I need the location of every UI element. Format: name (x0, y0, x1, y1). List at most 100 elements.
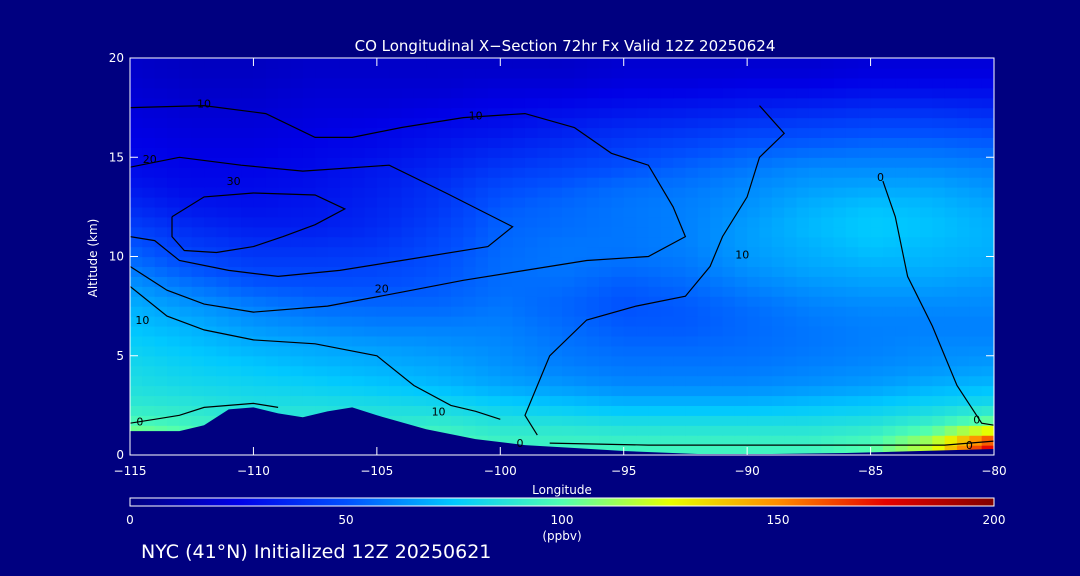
heatmap-cell (574, 385, 588, 397)
heatmap-cell (438, 385, 452, 397)
heatmap-cell (710, 325, 724, 337)
heatmap-cell (426, 216, 440, 228)
heatmap-cell (487, 77, 501, 89)
heatmap-cell (710, 97, 724, 109)
heatmap-cell (796, 226, 810, 238)
heatmap-cell (759, 355, 773, 367)
heatmap-cell (426, 286, 440, 297)
heatmap-cell (216, 127, 230, 138)
heatmap-cell (673, 415, 687, 426)
heatmap-cell (549, 296, 563, 307)
heatmap-cell (586, 385, 600, 397)
heatmap-cell (944, 316, 958, 327)
heatmap-cell (636, 296, 649, 307)
heatmap-cell (438, 206, 452, 218)
heatmap-cell (130, 345, 143, 357)
heatmap-cell (228, 286, 242, 297)
heatmap-cell (167, 167, 180, 178)
heatmap-cell (413, 58, 427, 69)
heatmap-cell (265, 187, 279, 198)
heatmap-cell (969, 67, 983, 79)
heatmap-cell (241, 196, 255, 208)
heatmap-cell (710, 236, 724, 248)
heatmap-cell (870, 127, 884, 138)
heatmap-cell (907, 375, 921, 387)
heatmap-cell (438, 375, 452, 387)
heatmap-cell (524, 196, 538, 208)
heatmap-cell (660, 67, 674, 79)
heatmap-cell (302, 206, 316, 218)
heatmap-cell (611, 256, 625, 268)
heatmap-cell (907, 325, 921, 337)
heatmap-cell (845, 246, 859, 258)
heatmap-cell (821, 365, 835, 377)
heatmap-cell (895, 306, 909, 317)
heatmap-cell (228, 167, 242, 178)
heatmap-cell (278, 365, 292, 377)
heatmap-cell (969, 276, 983, 287)
heatmap-cell (302, 97, 316, 109)
heatmap-cell (487, 345, 501, 357)
heatmap-cell (895, 425, 909, 436)
heatmap-cell (537, 405, 551, 416)
heatmap-cell (599, 345, 612, 357)
terrain-shape (130, 407, 994, 455)
heatmap-cell (524, 316, 538, 327)
heatmap-cell (241, 87, 255, 99)
heatmap-cell (265, 58, 279, 69)
heatmap-cell (870, 236, 884, 248)
heatmap-cell (722, 385, 736, 397)
heatmap-cell (821, 216, 835, 228)
heatmap-cell (364, 335, 378, 347)
heatmap-cell (611, 296, 625, 307)
heatmap-cell (241, 216, 255, 228)
heatmap-cell (278, 87, 292, 99)
heatmap-cell (722, 345, 736, 357)
heatmap-cell (710, 266, 724, 277)
heatmap-cell (500, 177, 514, 188)
heatmap-cell (179, 87, 193, 99)
heatmap-cell (956, 226, 970, 238)
heatmap-cell (907, 226, 921, 238)
heatmap-cell (882, 266, 896, 277)
heatmap-cell (142, 385, 156, 397)
heatmap-cell (179, 375, 193, 387)
heatmap-cell (673, 177, 687, 188)
heatmap-cell (697, 236, 711, 248)
heatmap-cell (858, 216, 872, 228)
heatmap-cell (500, 87, 514, 99)
heatmap-cell (463, 167, 477, 178)
heatmap-cell (302, 87, 316, 99)
heatmap-cell (969, 206, 983, 218)
heatmap-cell (364, 87, 378, 99)
heatmap-cell (919, 425, 933, 436)
heatmap-cell (759, 316, 773, 327)
heatmap-cell (475, 226, 489, 238)
heatmap-cell (660, 226, 674, 238)
heatmap-cell (241, 97, 255, 109)
heatmap-cell (315, 296, 329, 307)
heatmap-cell (376, 385, 390, 397)
heatmap-cell (376, 97, 390, 109)
heatmap-cell (204, 276, 217, 287)
heatmap-cell (759, 445, 773, 455)
heatmap-cell (389, 67, 403, 79)
heatmap-cell (759, 236, 773, 248)
heatmap-cell (154, 335, 168, 347)
heatmap-cell (389, 325, 403, 337)
heatmap-cell (932, 196, 946, 208)
heatmap-cell (562, 415, 575, 426)
heatmap-cell (562, 97, 575, 109)
heatmap-cell (734, 58, 748, 69)
heatmap-cell (401, 405, 415, 416)
heatmap-cell (463, 157, 477, 168)
heatmap-cell (858, 266, 872, 277)
heatmap-cell (450, 325, 464, 337)
heatmap-cell (278, 226, 292, 238)
heatmap-cell (524, 375, 538, 387)
heatmap-cell (870, 395, 884, 406)
heatmap-cell (599, 127, 612, 138)
heatmap-cell (599, 246, 612, 258)
heatmap-cell (339, 206, 353, 218)
heatmap-cell (562, 355, 575, 367)
